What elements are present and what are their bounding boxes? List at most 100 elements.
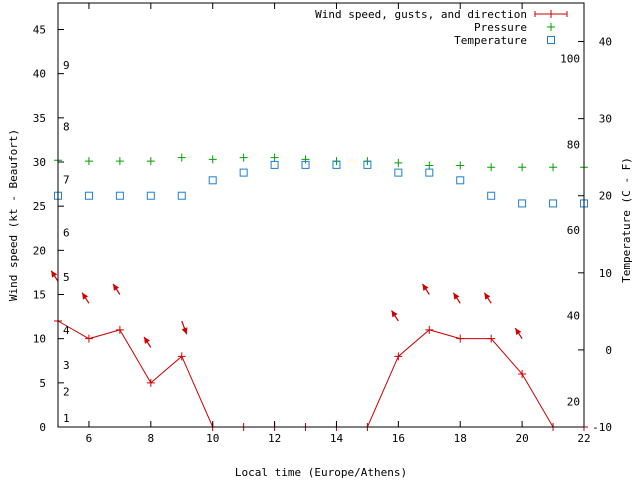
y-left-tick-label: 35 [33, 112, 46, 125]
x-tick-label: 8 [148, 432, 155, 445]
wind-direction-arrow-head [391, 310, 398, 318]
temperature-point [549, 199, 558, 208]
x-tick-label: 16 [392, 432, 405, 445]
pressure-point [270, 153, 279, 162]
wind-direction-arrow-head [181, 327, 188, 335]
plot-frame [57, 2, 585, 428]
temperature-point [363, 160, 372, 169]
x-tick-label: 12 [268, 432, 281, 445]
pressure-point [239, 153, 248, 162]
temperature-point [270, 160, 279, 169]
temperature-point [332, 160, 341, 169]
legend-wind-sample-marker [534, 10, 568, 18]
y-right-celsius-tick-label: 10 [599, 267, 612, 280]
temperature-point [146, 191, 155, 200]
wind-speed-point [456, 334, 465, 343]
legend-temperature-sample-marker [547, 36, 555, 44]
wind-speed-point [487, 334, 496, 343]
temperature-point [208, 176, 217, 185]
wind-direction-arrow-head [422, 283, 429, 291]
beaufort-tick-label: 8 [63, 121, 70, 134]
legend: Wind speed, gusts, and directionPressure… [315, 8, 568, 47]
temperature-point [115, 191, 124, 200]
y-right-fahrenheit-tick-label: 80 [567, 138, 580, 151]
pressure-point [456, 161, 465, 170]
x-tick-label: 18 [454, 432, 467, 445]
y-right-fahrenheit-tick-label: 20 [567, 395, 580, 408]
y-left-tick-label: 0 [39, 421, 46, 434]
x-axis-label: Local time (Europe/Athens) [235, 466, 407, 479]
wind-direction-arrow-head [144, 336, 150, 344]
x-tick-label: 14 [330, 432, 344, 445]
x-tick-label: 20 [515, 432, 528, 445]
wind-speed-point [146, 378, 155, 387]
pressure-point [115, 157, 124, 166]
temperature-point [84, 191, 93, 200]
pressure-point [177, 153, 186, 162]
y-right-celsius-tick-label: 30 [599, 113, 612, 126]
pressure-point [518, 163, 527, 172]
y-axis-right-label: Temperature (C - F) [620, 157, 633, 283]
pressure-point [425, 161, 434, 170]
temperature-point [239, 168, 248, 177]
wind-direction-arrow-head [453, 292, 460, 300]
pressure-point [146, 157, 155, 166]
temperature-point [301, 160, 310, 169]
wind-speed-point [115, 325, 124, 334]
y-left-tick-label: 15 [33, 289, 46, 302]
legend-pressure-sample-marker [547, 23, 555, 31]
y-left-tick-label: 10 [33, 333, 46, 346]
beaufort-tick-label: 4 [63, 324, 70, 337]
wind-direction-arrow-head [82, 292, 89, 300]
wind-speed-line [57, 320, 584, 428]
pressure-point [301, 155, 310, 164]
wind-direction-arrow-head [113, 283, 120, 291]
x-tick-label: 10 [206, 432, 219, 445]
temperature-point [425, 168, 434, 177]
y-left-tick-label: 5 [39, 377, 46, 390]
y-right-celsius-tick-label: 40 [599, 36, 612, 49]
wind-direction-arrow-head [51, 270, 58, 278]
y-left-tick-label: 30 [33, 156, 46, 169]
wind-direction-arrow-head [484, 292, 491, 300]
y-left-tick-label: 25 [33, 200, 46, 213]
pressure-point [208, 155, 217, 164]
pressure-point [549, 163, 558, 172]
y-left-tick-label: 45 [33, 24, 46, 37]
beaufort-tick-label: 1 [63, 412, 70, 425]
wind-direction-arrow-head [515, 328, 522, 336]
temperature-point [394, 168, 403, 177]
x-tick-label: 6 [86, 432, 93, 445]
temperature-point [456, 176, 465, 185]
y-right-fahrenheit-tick-label: 40 [567, 310, 580, 323]
y-right-fahrenheit-tick-label: 60 [567, 224, 580, 237]
temperature-point [177, 191, 186, 200]
pressure-point [394, 158, 403, 167]
wind-speed-point [425, 325, 434, 334]
y-right-celsius-tick-label: 20 [599, 190, 612, 203]
y-right-celsius-tick-label: -10 [592, 421, 612, 434]
wind-speed-point [518, 370, 527, 378]
legend-entry-label: Pressure [474, 21, 527, 34]
wind-speed-point [177, 352, 186, 361]
y-left-tick-label: 40 [33, 68, 46, 81]
beaufort-tick-label: 2 [63, 386, 70, 399]
beaufort-tick-label: 7 [63, 174, 70, 187]
wind-speed-point [84, 334, 93, 343]
temperature-point [518, 199, 527, 208]
beaufort-tick-label: 9 [63, 59, 70, 72]
temperature-point [487, 191, 496, 200]
y-axis-left-label: Wind speed (kt - Beaufort) [7, 129, 20, 301]
wind-speed-point [394, 352, 403, 361]
legend-entry-label: Wind speed, gusts, and direction [315, 8, 527, 21]
x-tick-label: 22 [577, 432, 590, 445]
y-right-celsius-tick-label: 0 [605, 344, 612, 357]
pressure-point [487, 163, 496, 172]
pressure-point [84, 157, 93, 166]
y-right-fahrenheit-tick-label: 100 [560, 53, 580, 66]
beaufort-tick-label: 5 [63, 271, 70, 284]
y-left-tick-label: 20 [33, 244, 46, 257]
beaufort-tick-label: 6 [63, 227, 70, 240]
